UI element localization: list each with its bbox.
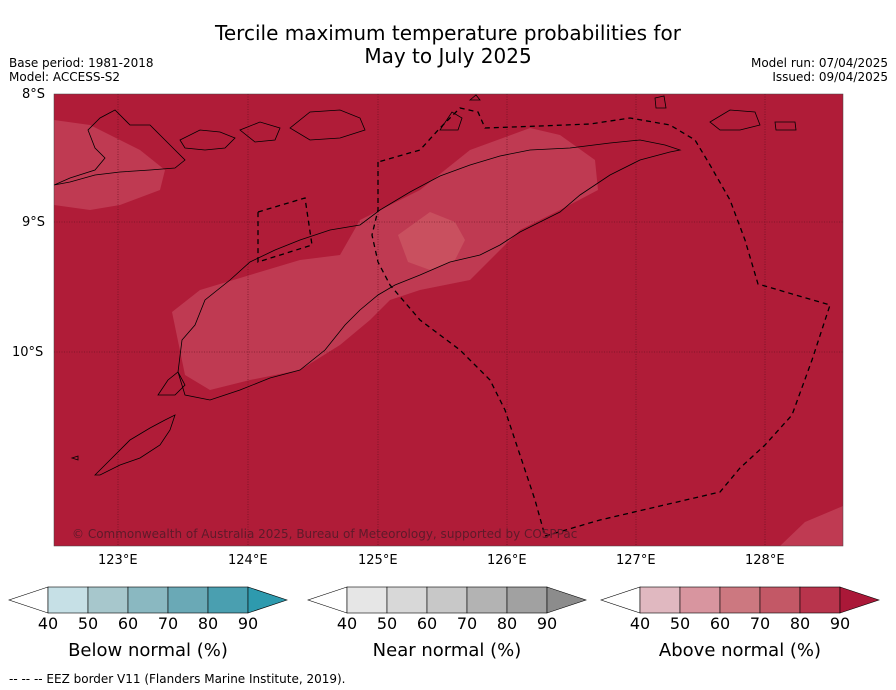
eez-footnote: -- -- -- EEZ border V11 (Flanders Marine… [9,672,346,686]
map-background [54,94,843,546]
legend-tick-label: 90 [237,614,259,633]
legend-tick-label: 80 [197,614,219,633]
babar-coastline [709,109,761,131]
lat-label-8s: 8°S [22,87,46,102]
legend-swatch [386,586,428,614]
issued-date: Issued: 09/04/2025 [772,70,888,84]
legend-tick-label: 50 [376,614,398,633]
legend-tick-label: 40 [629,614,651,633]
legend-swatch [47,586,89,614]
legend-tick-label: 40 [336,614,358,633]
coastlines [54,94,797,476]
legend-tick-label: 70 [749,614,771,633]
atauro-coastline [439,111,463,131]
legend-tick-label: 90 [536,614,558,633]
wetar-coastline [289,109,366,141]
lon-label-124e: 124°E [228,553,268,568]
flores-coastline [54,109,186,186]
probability-band-light [172,128,598,390]
base-period: Base period: 1981-2018 [9,56,154,70]
legend-swatch [87,586,129,614]
legend-arrow-high [546,586,587,614]
lat-label-10s: 10°S [12,345,44,360]
legend-arrow-low [8,586,49,614]
island-east-coastline [774,121,797,131]
legend-near-normal [307,586,587,614]
legend-swatch [506,586,548,614]
legend-tick-label: 50 [77,614,99,633]
legend-arrow-high [839,586,880,614]
legend-tick-label: 70 [157,614,179,633]
legend-swatch [759,586,801,614]
legend-tick-label: 60 [709,614,731,633]
legend-arrow-low [307,586,348,614]
legend-arrow-high [247,586,288,614]
sawu-coastline [94,414,176,476]
eez-border [257,107,831,537]
model-name: Model: ACCESS-S2 [9,70,121,84]
lon-label-125e: 125°E [358,553,398,568]
map-frame [53,93,844,547]
legend-swatch [466,586,508,614]
model-run-date: Model run: 07/04/2025 [750,56,888,70]
legend-above-normal [600,586,880,614]
legend-swatch [167,586,209,614]
legend-below-normal [8,586,288,614]
legend-tick-label: 40 [37,614,59,633]
legend-swatch [719,586,761,614]
legend-caption-above: Above normal (%) [658,640,822,661]
probability-band-west [54,120,165,210]
probability-band-core [398,212,465,270]
island-ne-small-coastline [654,95,667,109]
graticule [54,94,843,546]
rote-coastline [157,371,186,396]
lon-label-126e: 126°E [487,553,527,568]
legend-caption-near: Near normal (%) [372,640,522,661]
legend-arrow-low [600,586,641,614]
legend-swatch [346,586,388,614]
legend-tick-label: 80 [789,614,811,633]
legend-swatch [426,586,468,614]
legend-caption-below: Below normal (%) [68,640,228,661]
timor-coastline [177,139,682,401]
legend-tick-label: 80 [496,614,518,633]
map-title-line1: Tercile maximum temperature probabilitie… [215,21,681,45]
lon-label-128e: 128°E [745,553,785,568]
lat-label-9s: 9°S [22,215,46,230]
legend-swatch [207,586,249,614]
lon-label-127e: 127°E [616,553,656,568]
alor-coastline [179,129,236,151]
legend-swatch [639,586,681,614]
lon-label-123e: 123°E [98,553,138,568]
island-north-coastline [468,94,481,101]
copyright-notice: © Commonwealth of Australia 2025, Bureau… [72,527,578,541]
legend-tick-label: 50 [669,614,691,633]
legend-swatch [127,586,169,614]
map-title-line2: May to July 2025 [364,44,532,68]
legend-swatch [679,586,721,614]
legend-swatch [799,586,841,614]
probability-band-southeast [780,506,843,546]
legend-tick-label: 60 [117,614,139,633]
islet-coastline [70,455,79,461]
legend-tick-label: 70 [456,614,478,633]
legend-tick-label: 60 [416,614,438,633]
pantar-coastline [239,121,281,143]
legend-tick-label: 90 [829,614,851,633]
